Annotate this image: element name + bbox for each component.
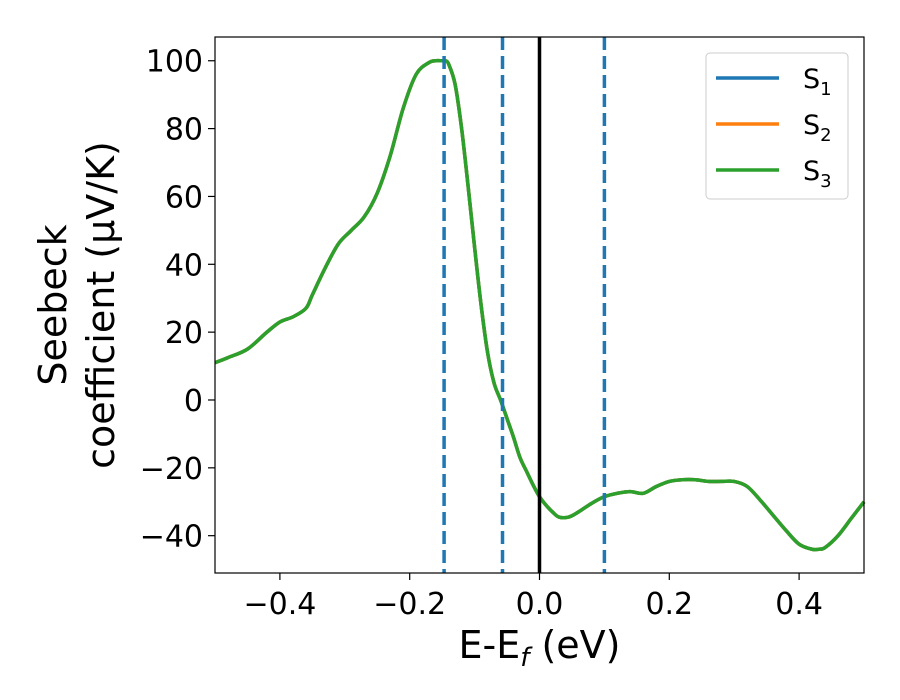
x-tick-label: −0.4 xyxy=(243,587,316,622)
legend-label-s2: S2 xyxy=(803,110,832,146)
y-tick-label: 40 xyxy=(165,248,203,283)
y-tick-label: 0 xyxy=(184,384,203,419)
legend-label-s1: S1 xyxy=(803,64,832,100)
x-tick-label: 0.2 xyxy=(645,587,693,622)
x-axis-label: E-Ef (eV) xyxy=(459,623,621,673)
y-tick-label: 80 xyxy=(165,113,203,148)
x-tick-label: 0.0 xyxy=(516,587,564,622)
x-tick-label: 0.4 xyxy=(775,587,823,622)
y-tick-label: 20 xyxy=(165,316,203,351)
legend-frame xyxy=(705,52,849,200)
y-axis-label-line1: Seebeck xyxy=(31,224,75,385)
legend: S1 S2 S3 xyxy=(705,52,849,200)
y-axis-label-line2: coefficient (μV/K) xyxy=(79,141,123,469)
y-tick-label: 100 xyxy=(146,45,203,80)
y-tick-label: 60 xyxy=(165,180,203,215)
y-tick-label: −40 xyxy=(140,520,203,555)
x-tick-label: −0.2 xyxy=(373,587,446,622)
y-tick-label: −20 xyxy=(140,452,203,487)
series-line-s3 xyxy=(214,58,866,552)
legend-label-s3: S3 xyxy=(803,156,832,192)
